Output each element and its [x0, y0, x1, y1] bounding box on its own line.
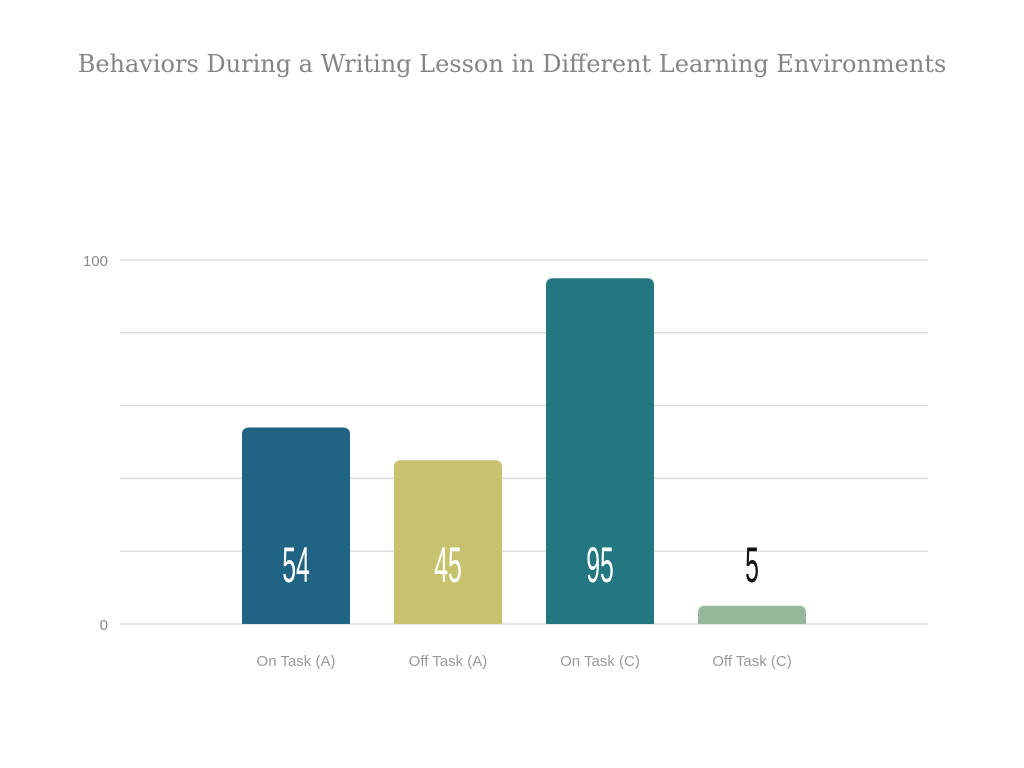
data-label: 5	[745, 538, 759, 594]
data-label: 95	[586, 538, 614, 594]
data-label: 54	[282, 538, 310, 594]
bar	[242, 427, 350, 624]
y-tick-label: 100	[83, 253, 108, 270]
bars: 54 45 95 5	[242, 278, 806, 624]
category-label: On Task (A)	[257, 653, 336, 670]
gridlines	[120, 259, 928, 625]
bar	[546, 278, 654, 624]
bar	[698, 605, 806, 624]
x-axis: On Task (A) Off Task (A) On Task (C) Off Ta…	[257, 653, 792, 670]
chart-title: Behaviors During a Writing Lesson in Dif…	[78, 50, 947, 78]
data-label: 45	[434, 538, 462, 594]
bar	[394, 460, 502, 624]
y-tick-label: 0	[100, 617, 108, 634]
category-label: Off Task (C)	[712, 653, 791, 670]
category-label: Off Task (A)	[409, 653, 488, 670]
category-label: On Task (C)	[560, 653, 640, 670]
y-axis: 0 100	[83, 253, 108, 634]
